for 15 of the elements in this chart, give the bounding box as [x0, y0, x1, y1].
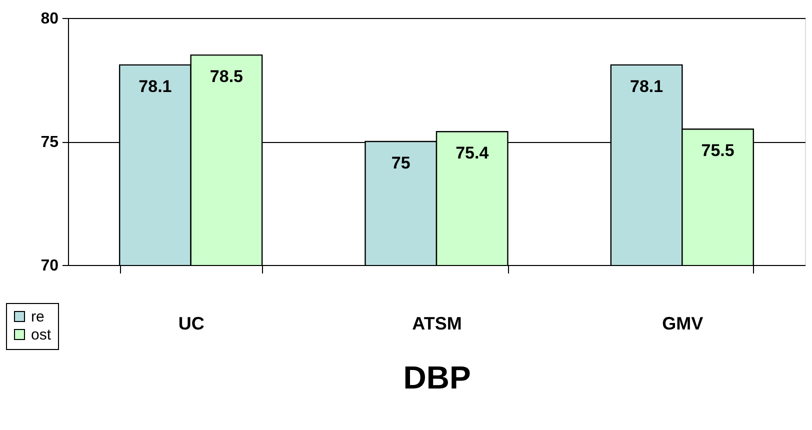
- data-label: 78.1: [630, 76, 664, 96]
- y-tick-label: 80: [40, 10, 59, 28]
- y-tick-label: 70: [40, 258, 59, 274]
- data-label: 78.5: [210, 67, 243, 86]
- data-label: 75.4: [456, 144, 490, 163]
- legend-label: re: [31, 308, 44, 326]
- data-label: 75.5: [701, 141, 734, 160]
- x-tick-label: ATSM: [412, 314, 462, 334]
- x-axis-title: DBP: [403, 360, 471, 396]
- data-label: 78.1: [138, 76, 172, 96]
- x-tick-label: GMV: [662, 314, 704, 334]
- data-label: 75: [391, 154, 410, 172]
- y-tick-label: 75: [40, 134, 59, 151]
- legend-label: ost: [31, 326, 52, 344]
- x-tick-label: UC: [178, 314, 204, 334]
